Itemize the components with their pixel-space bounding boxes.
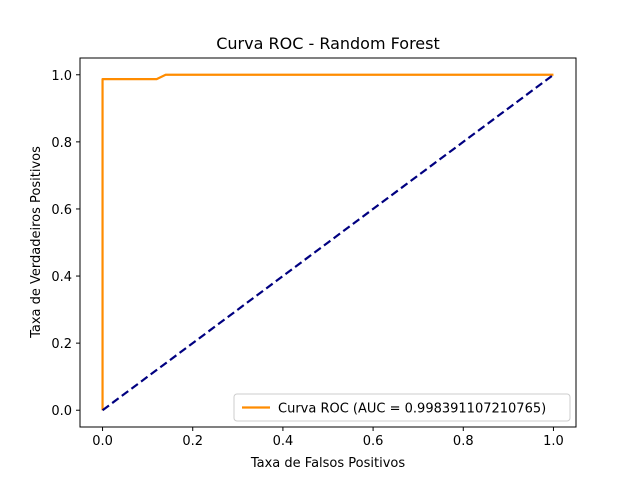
legend: Curva ROC (AUC = 0.998391107210765) — [233, 393, 571, 422]
y-tick-label: 0.6 — [51, 203, 72, 218]
legend-box — [233, 393, 571, 422]
y-tick-label: 0.2 — [51, 337, 72, 352]
legend-label: Curva ROC (AUC = 0.998391107210765) — [278, 402, 546, 417]
x-tick-label: 0.2 — [182, 434, 203, 449]
x-tick-label: 0.4 — [273, 434, 294, 449]
axes: 0.0 0.2 0.4 0.6 0.8 1.0 0.0 0.2 0.4 0.6 0.8 1.0 — [51, 57, 577, 449]
series-line-1 — [101, 73, 555, 412]
x-tick-label: 0.8 — [453, 434, 474, 449]
y-axis-title: Taxa de Verdadeiros Positivos — [29, 146, 44, 339]
y-tick-label: 0.0 — [51, 404, 72, 419]
axes-frame — [79, 57, 577, 428]
plot-area — [101, 73, 555, 412]
x-axis-title: Taxa de Falsos Positivos — [250, 456, 405, 471]
y-tick-label: 0.8 — [51, 136, 72, 151]
series-line-0 — [101, 73, 554, 411]
y-tick-label: 1.0 — [51, 69, 72, 84]
chart-title: Curva ROC - Random Forest — [216, 34, 440, 53]
x-tick-label: 0.6 — [363, 434, 384, 449]
y-tick-label: 0.4 — [51, 270, 72, 285]
x-tick-label: 0.0 — [92, 434, 113, 449]
x-tick-label: 1.0 — [543, 434, 564, 449]
